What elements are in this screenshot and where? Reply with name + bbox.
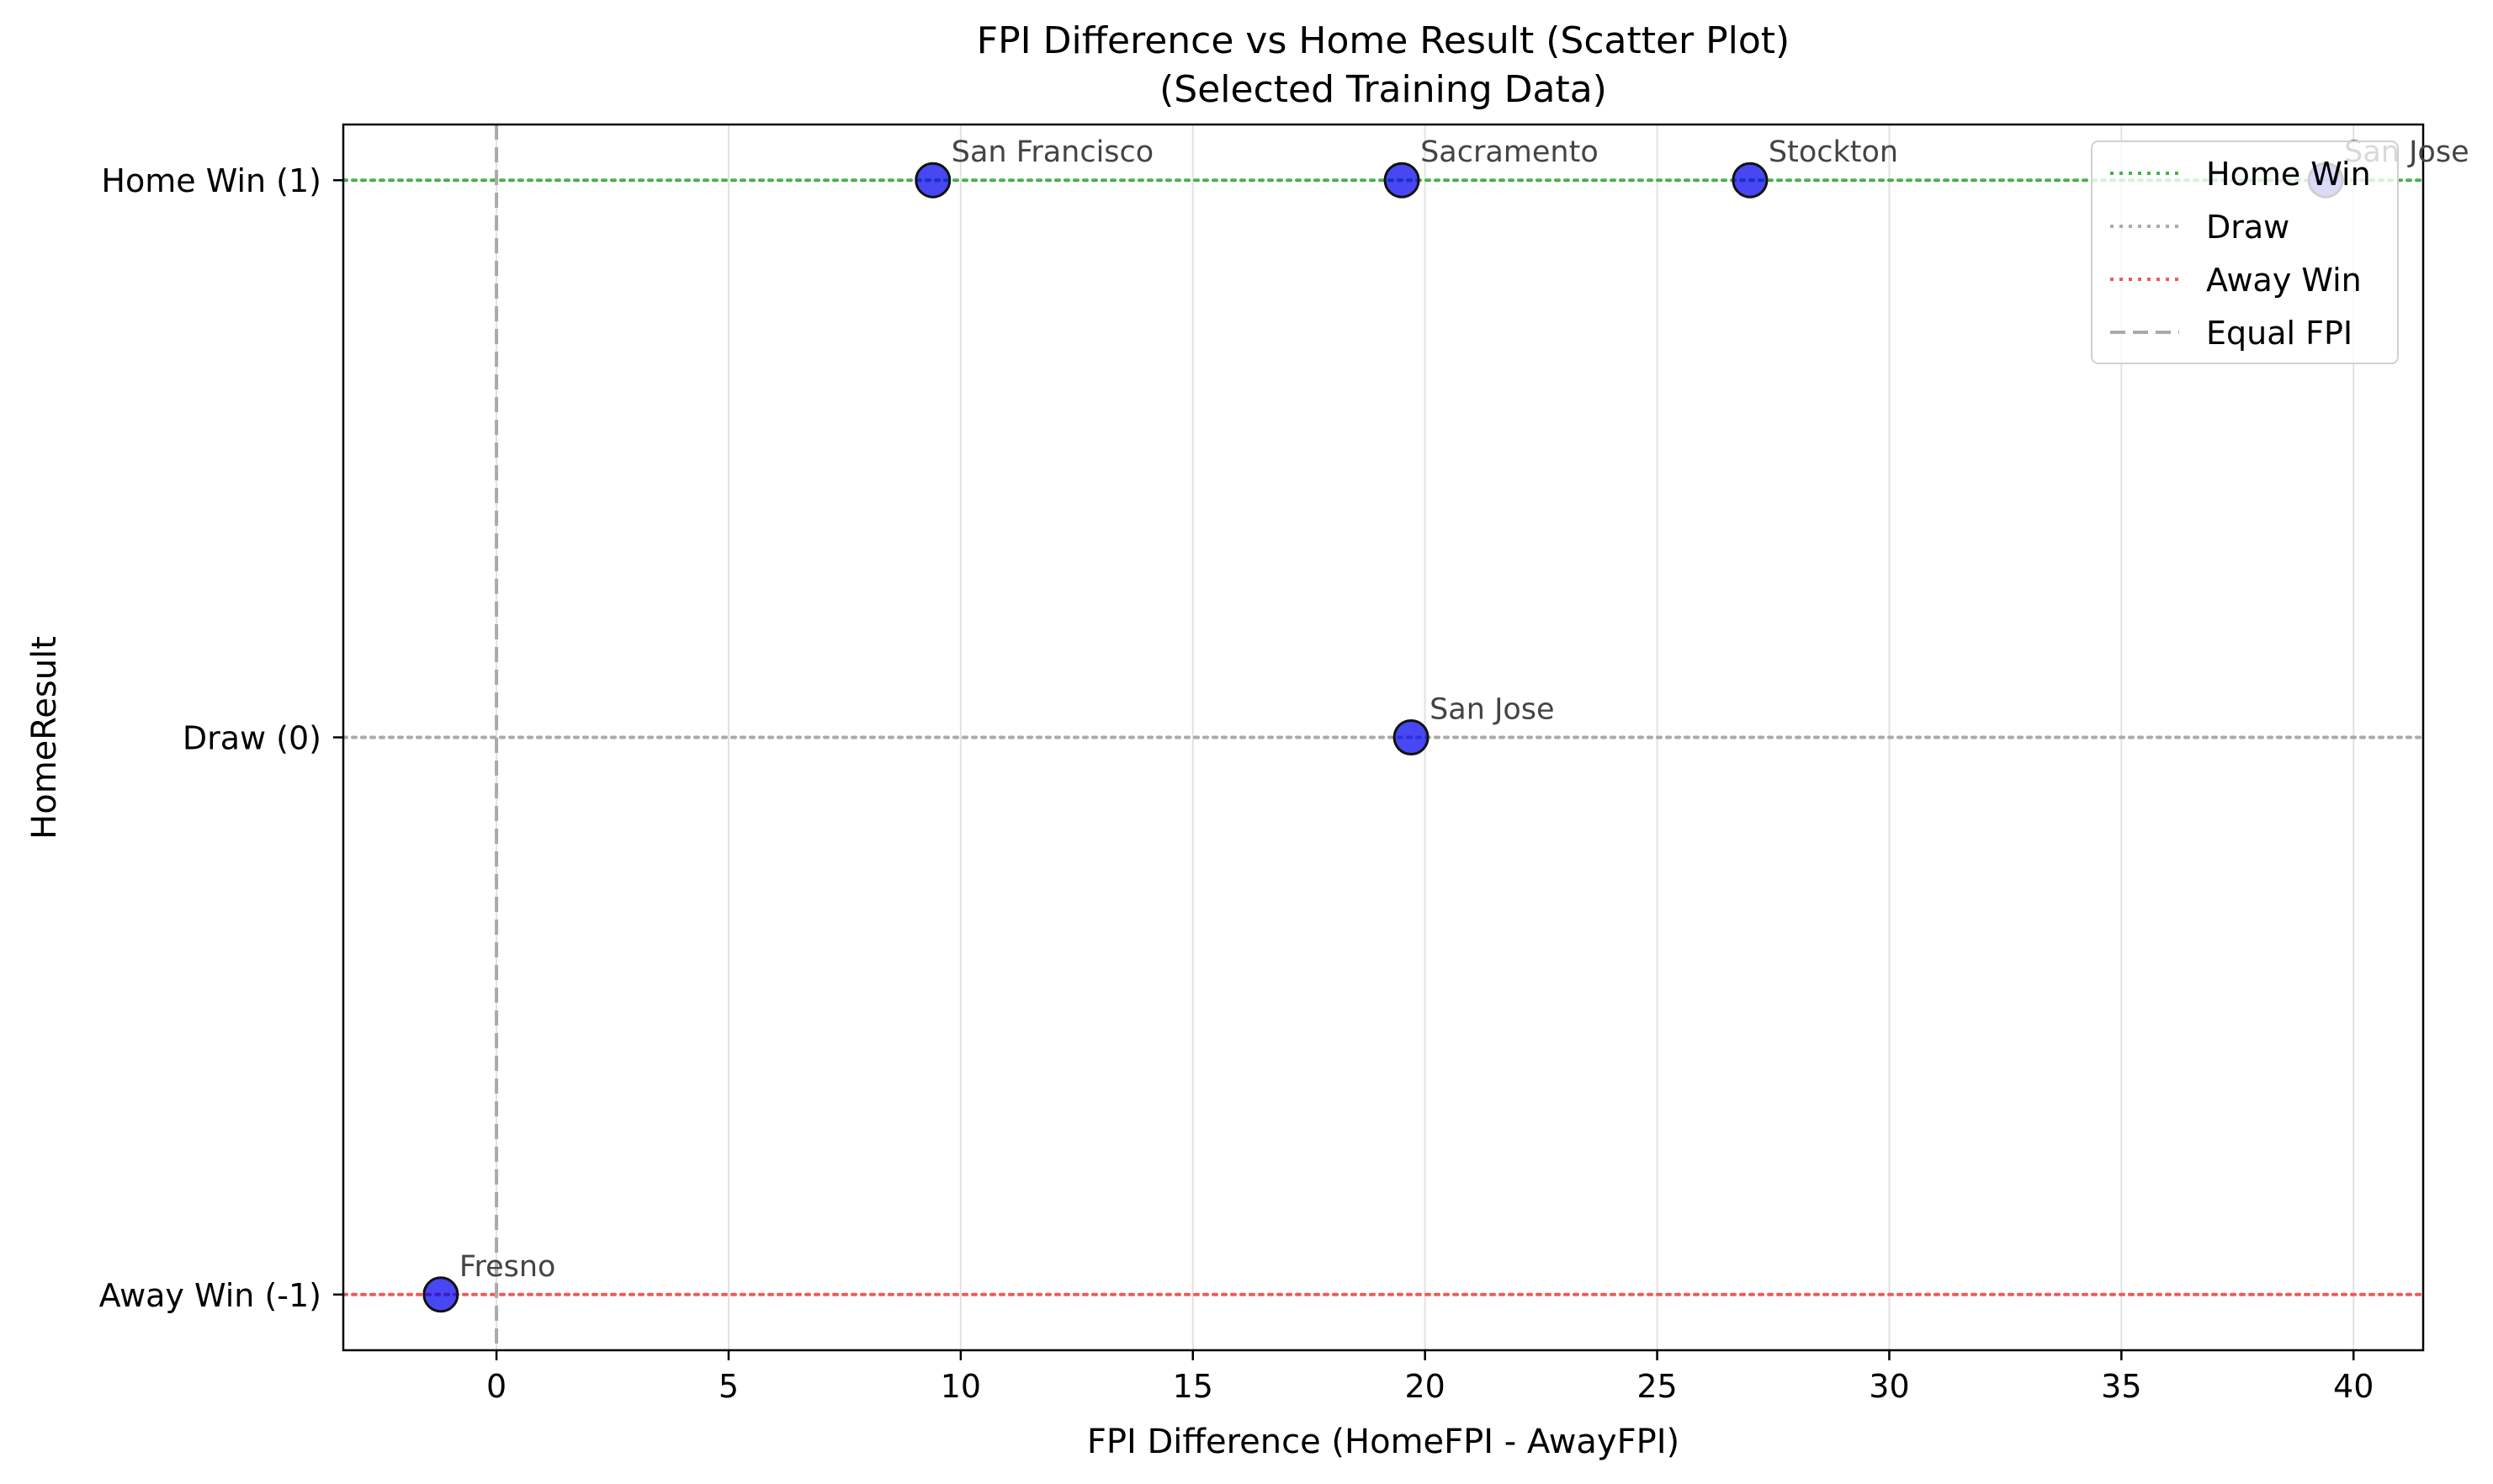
legend-box	[2091, 140, 2399, 364]
data-point	[1392, 719, 1429, 755]
data-point-label: Sacramento	[1420, 135, 1599, 169]
x-tick-label: 35	[2101, 1368, 2141, 1405]
chart-subtitle: (Selected Training Data)	[1159, 68, 1607, 111]
legend-entry-label: Draw	[2206, 209, 2289, 246]
legend-entry-label: Away Win	[2206, 262, 2362, 299]
x-tick-label: 15	[1173, 1368, 1213, 1405]
data-point	[915, 162, 952, 199]
x-tick-label: 25	[1636, 1368, 1677, 1405]
x-axis-label: FPI Difference (HomeFPI - AwayFPI)	[1087, 1423, 1679, 1461]
x-tick-label: 20	[1404, 1368, 1445, 1405]
data-point-label: San Francisco	[952, 135, 1154, 169]
legend-entry-label: Equal FPI	[2206, 315, 2352, 352]
y-axis-label: HomeResult	[25, 636, 64, 840]
chart-title: FPI Difference vs Home Result (Scatter P…	[977, 19, 1790, 62]
data-point-label: San Jose	[1429, 693, 1554, 727]
y-tick-label: Home Win (1)	[101, 162, 321, 199]
legend-entry-label: Home Win	[2206, 156, 2371, 193]
y-tick-label: Draw (0)	[183, 720, 321, 757]
data-point-label: Stockton	[1769, 135, 1898, 169]
data-point	[1383, 162, 1420, 199]
x-tick-label: 0	[486, 1368, 507, 1405]
y-tick-label: Away Win (-1)	[99, 1277, 321, 1314]
x-tick-label: 10	[941, 1368, 981, 1405]
data-point	[1732, 162, 1769, 199]
data-point	[422, 1276, 459, 1313]
x-tick-label: 5	[719, 1368, 739, 1405]
x-tick-label: 40	[2333, 1368, 2374, 1405]
data-point-label: Fresno	[459, 1250, 556, 1284]
x-tick-label: 30	[1869, 1368, 1909, 1405]
